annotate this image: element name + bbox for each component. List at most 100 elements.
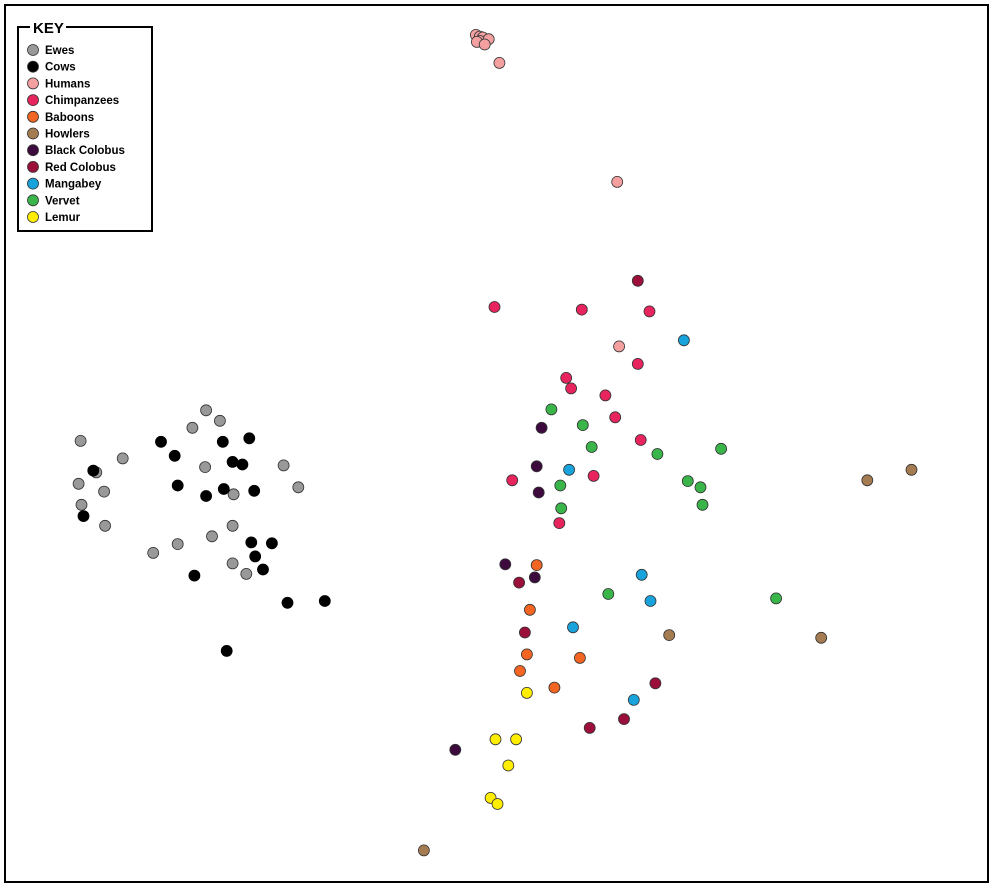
legend-title: KEY: [33, 20, 64, 37]
point-cows-16: [188, 569, 201, 582]
point-mangabey-4: [567, 621, 579, 634]
point-ewes-8: [75, 498, 88, 511]
point-howlers-2: [663, 629, 676, 641]
point-cows-12: [245, 536, 258, 549]
point-howlers-1: [861, 474, 874, 487]
point-vervet-11: [770, 592, 782, 605]
legend-label-mangabey: Mangabey: [45, 179, 102, 191]
point-cows-3: [168, 449, 181, 462]
point-chimpanzees-7: [609, 411, 622, 424]
point-cows-5: [236, 458, 249, 471]
legend-label-cows: Cows: [45, 62, 76, 74]
point-humans-9: [613, 340, 625, 353]
point-cows-7: [171, 479, 184, 492]
point-ewes-17: [147, 547, 160, 559]
point-howlers-4: [417, 844, 430, 857]
legend-marker-chimpanzees: [27, 94, 39, 106]
legend-item-red-colobus: Red Colobus: [27, 160, 116, 174]
point-chimpanzees-8: [634, 434, 647, 446]
legend-label-chimpanzees: Chimpanzees: [45, 95, 119, 107]
legend-marker-howlers: [27, 127, 39, 140]
point-cows-8: [217, 483, 230, 495]
point-baboons-1: [524, 603, 536, 616]
legend-item-cows: Cows: [27, 60, 76, 74]
point-cows-6: [87, 464, 100, 477]
legend-marker-baboons: [27, 110, 39, 123]
legend-item-chimpanzees: Chimpanzees: [27, 94, 119, 107]
point-cows-4: [226, 455, 239, 468]
point-howlers-3: [815, 631, 828, 644]
point-mangabey-0: [678, 334, 690, 347]
point-vervet-9: [555, 502, 568, 515]
point-black-colobus-5: [449, 743, 462, 756]
point-mangabey-5: [627, 694, 640, 706]
legend-item-howlers: Howlers: [27, 127, 90, 141]
point-baboons-0: [530, 559, 543, 571]
point-cows-18: [318, 595, 331, 607]
point-black-colobus-0: [535, 421, 548, 434]
point-humans-8: [611, 175, 624, 188]
point-vervet-4: [715, 442, 727, 455]
point-ewes-4: [213, 414, 226, 427]
legend-label-red-colobus: Red Colobus: [45, 162, 116, 174]
legend-item-baboons: Baboons: [27, 110, 94, 124]
point-ewes-18: [226, 557, 239, 570]
legend-item-humans: Humans: [27, 77, 90, 90]
point-ewes-14: [206, 530, 218, 543]
legend-label-baboons: Baboons: [45, 112, 94, 124]
point-ewes-6: [72, 477, 85, 490]
legend-marker-lemur: [27, 211, 39, 223]
point-black-colobus-1: [530, 460, 543, 473]
legend-label-lemur: Lemur: [45, 212, 81, 224]
legend-marker-ewes: [27, 44, 39, 56]
point-ewes-11: [277, 459, 290, 472]
point-red-colobus-3: [649, 677, 662, 690]
legend-marker-red-colobus: [27, 160, 39, 173]
point-baboons-3: [574, 652, 586, 664]
point-chimpanzees-4: [560, 371, 573, 384]
point-baboons-5: [548, 681, 561, 694]
point-lemur-2: [510, 733, 522, 746]
legend-label-humans: Humans: [45, 78, 90, 90]
point-vervet-5: [554, 479, 567, 492]
point-ewes-16: [171, 538, 184, 550]
data-points: [72, 29, 918, 857]
legend-label-vervet: Vervet: [45, 195, 80, 207]
point-humans-7: [493, 57, 506, 69]
point-cows-1: [216, 435, 229, 448]
point-chimpanzees-2: [643, 305, 656, 318]
point-lemur-1: [489, 733, 502, 746]
point-humans-6: [478, 38, 491, 51]
point-chimpanzees-3: [631, 357, 644, 370]
legend-label-black-colobus: Black Colobus: [45, 145, 125, 157]
point-vervet-10: [602, 588, 615, 600]
point-mangabey-3: [644, 595, 657, 607]
point-black-colobus-4: [528, 571, 541, 584]
legend-label-howlers: Howlers: [45, 129, 90, 141]
point-baboons-4: [514, 665, 526, 677]
point-ewes-0: [74, 434, 87, 447]
point-cows-19: [220, 645, 233, 657]
point-mangabey-1: [563, 463, 575, 476]
point-vervet-3: [651, 448, 664, 460]
legend-marker-mangabey: [27, 177, 39, 190]
point-ewes-2: [186, 421, 199, 434]
point-red-colobus-1: [513, 576, 525, 589]
point-ewes-12: [292, 481, 305, 494]
point-ewes-13: [227, 488, 240, 501]
point-ewes-10: [199, 461, 212, 474]
point-red-colobus-2: [519, 626, 531, 639]
legend-item-vervet: Vervet: [27, 194, 80, 207]
point-lemur-5: [491, 798, 504, 810]
point-ewes-7: [98, 485, 110, 498]
point-cows-2: [243, 432, 256, 445]
point-ewes-3: [200, 404, 213, 417]
point-chimpanzees-11: [553, 517, 566, 529]
point-ewes-1: [116, 452, 129, 465]
point-chimpanzees-6: [599, 389, 612, 402]
legend-label-ewes: Ewes: [45, 45, 74, 57]
legend-marker-humans: [27, 77, 39, 90]
legend-item-mangabey: Mangabey: [27, 177, 102, 191]
legend-item-black-colobus: Black Colobus: [27, 144, 125, 157]
legend-marker-vervet: [27, 194, 39, 207]
